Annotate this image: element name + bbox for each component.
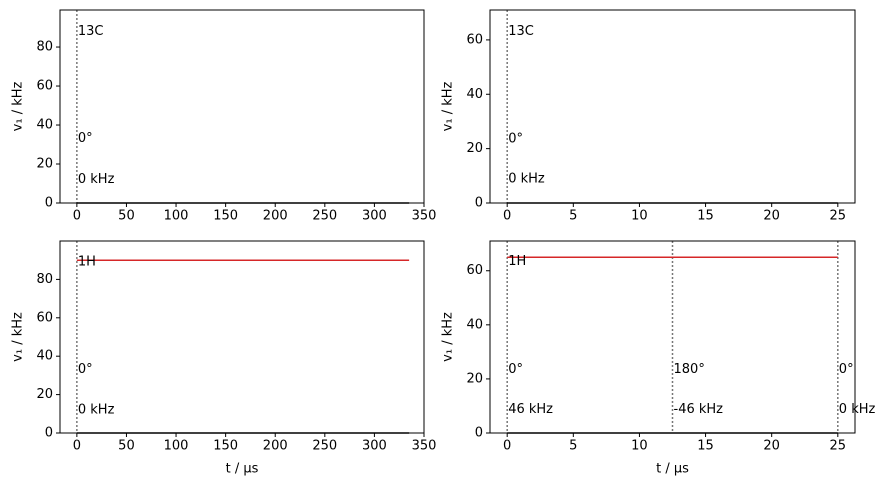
x-axis-label: t / μs (226, 462, 259, 477)
y-tick-label: 80 (36, 40, 53, 55)
plot-frame (489, 240, 856, 434)
annotation: 0 kHz (508, 172, 545, 187)
y-tick-label: 40 (466, 317, 483, 332)
x-tick-label: 5 (569, 209, 577, 224)
x-tick-label: 150 (213, 209, 238, 224)
y-tick-label: 40 (466, 87, 483, 102)
x-tick-label: 0 (503, 439, 511, 454)
x-tick-label: 10 (631, 209, 648, 224)
y-tick-label: 0 (45, 426, 53, 441)
x-tick-label: 350 (412, 439, 437, 454)
x-tick-label: 15 (697, 209, 714, 224)
annotation: 0 kHz (839, 402, 876, 417)
y-tick-label: 0 (475, 426, 483, 441)
y-axis-label: v₁ / kHz (11, 81, 26, 131)
annotation: 1H (508, 254, 526, 269)
x-tick-label: 20 (763, 439, 780, 454)
x-tick-label: 350 (412, 209, 437, 224)
y-tick-label: 60 (466, 263, 483, 278)
x-tick-label: 15 (697, 439, 714, 454)
y-tick-label: 20 (36, 157, 53, 172)
x-tick-label: 250 (312, 209, 337, 224)
annotation: 0° (78, 362, 93, 377)
annotation: 1H (78, 255, 96, 270)
plot-frame (59, 9, 425, 204)
annotation: 13C (78, 24, 104, 39)
y-tick-label: 60 (466, 32, 483, 47)
y-axis-label: v₁ / kHz (11, 312, 26, 362)
x-tick-label: 200 (263, 439, 288, 454)
x-tick-label: 0 (503, 209, 511, 224)
annotation: 0 kHz (78, 402, 115, 417)
y-tick-label: 60 (36, 310, 53, 325)
y-tick-label: 20 (466, 141, 483, 156)
y-tick-label: 0 (475, 196, 483, 211)
plot-frame (59, 240, 425, 434)
x-tick-label: 25 (830, 209, 847, 224)
x-tick-label: 25 (830, 439, 847, 454)
annotation: 180° (674, 362, 705, 377)
x-tick-label: 50 (118, 439, 135, 454)
annotation: 46 kHz (508, 402, 553, 417)
y-tick-label: 60 (36, 79, 53, 94)
x-tick-label: 300 (362, 439, 387, 454)
x-tick-label: 100 (164, 209, 189, 224)
y-tick-label: 40 (36, 118, 53, 133)
x-tick-label: 5 (569, 439, 577, 454)
x-tick-label: 20 (763, 209, 780, 224)
annotation: 0° (839, 362, 854, 377)
x-tick-label: 300 (362, 209, 387, 224)
annotation: 0° (508, 362, 523, 377)
x-tick-label: 200 (263, 209, 288, 224)
annotation: 0° (78, 131, 93, 146)
y-tick-label: 40 (36, 349, 53, 364)
x-tick-label: 150 (213, 439, 238, 454)
y-tick-label: 20 (36, 387, 53, 402)
annotation: -46 kHz (674, 402, 724, 417)
x-tick-label: 100 (164, 439, 189, 454)
y-tick-label: 0 (45, 196, 53, 211)
x-axis-label: t / μs (656, 462, 689, 477)
annotation: 0 kHz (78, 172, 115, 187)
x-tick-label: 10 (631, 439, 648, 454)
annotation: 13C (508, 24, 534, 39)
x-tick-label: 250 (312, 439, 337, 454)
plot-frame (489, 9, 856, 204)
x-tick-label: 0 (73, 439, 81, 454)
y-tick-label: 20 (466, 371, 483, 386)
y-tick-label: 80 (36, 272, 53, 287)
annotation: 0° (508, 132, 523, 147)
y-axis-label: v₁ / kHz (441, 312, 456, 362)
y-axis-label: v₁ / kHz (441, 81, 456, 131)
x-tick-label: 0 (73, 209, 81, 224)
x-tick-label: 50 (118, 209, 135, 224)
